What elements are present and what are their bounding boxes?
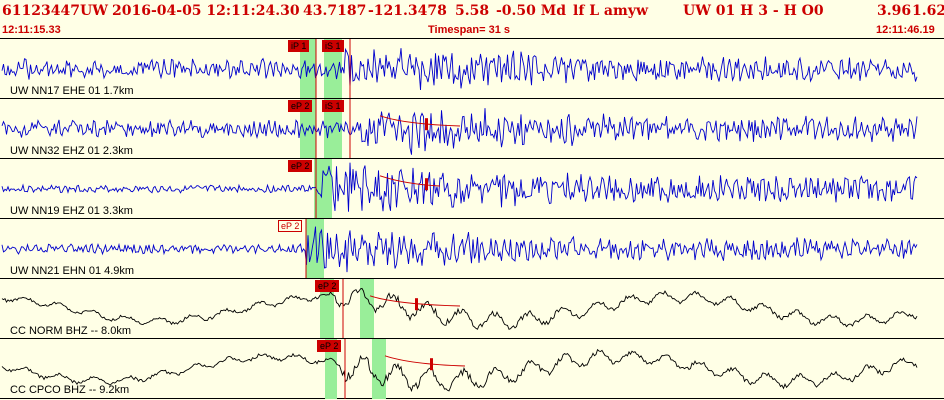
coda-marker (425, 178, 428, 191)
seismogram-trace (1, 348, 918, 393)
end-time: 12:11:46.19 (876, 24, 935, 36)
waveform-plot (1, 39, 918, 99)
coda-decay-curve (379, 115, 461, 127)
phase-pick-flag[interactable]: iP 1 (288, 40, 310, 52)
waveform-panel[interactable]: eP 2 UW NN21 EHN 01 4.9km (0, 218, 944, 279)
phase-window (372, 339, 386, 399)
event-id: 61123447 (2, 3, 80, 19)
event-magnitude: -0.50 Md (496, 3, 567, 19)
waveform-panel[interactable]: eP 2 CC CPCO BHZ -- 9.2km (0, 338, 944, 399)
coda-decay-curve (379, 175, 441, 187)
waveform-panel[interactable]: eP 2 iS 1 UW NN32 EHZ 01 2.3km (0, 98, 944, 159)
station-label: CC NORM BHZ -- 8.0km (10, 325, 131, 337)
phase-pick-flag[interactable]: eP 2 (288, 160, 313, 172)
event-quality: UW 01 H 3 - H O0 (683, 3, 824, 19)
coda-decay-curve (369, 295, 461, 307)
event-latitude: 43.7187 (303, 3, 367, 19)
waveform-panel[interactable]: eP 2 UW NN19 EHZ 01 3.3km (0, 158, 944, 219)
phase-pick-flag[interactable]: iS 1 (322, 100, 344, 112)
waveform-panel[interactable]: iP 1 iS 1 UW NN17 EHE 01 1.7km (0, 38, 944, 99)
seismogram-trace (1, 287, 918, 330)
phase-window (320, 279, 334, 339)
event-depth: 5.58 (455, 3, 490, 19)
coda-marker (430, 358, 433, 371)
station-label: CC CPCO BHZ -- 9.2km (10, 384, 130, 396)
event-longitude: -121.3478 (368, 3, 447, 19)
event-gap: 1.62 (912, 3, 944, 19)
waveform-plot (1, 219, 918, 279)
event-flags: lf L amyw (573, 3, 649, 19)
phase-window (360, 279, 374, 339)
station-label: UW NN32 EHZ 01 2.3km (10, 145, 133, 157)
start-time: 12:11:15.33 (2, 24, 61, 36)
coda-decay-curve (384, 355, 466, 367)
waveform-plot (1, 99, 918, 159)
waveform-panels: iP 1 iS 1 UW NN17 EHE 01 1.7km eP 2 iS 1 UW N… (0, 38, 944, 400)
event-rms: 3.96 (877, 3, 912, 19)
phase-pick-flag[interactable]: eP 2 (317, 340, 342, 352)
event-network: UW (80, 3, 108, 19)
seismogram-trace (1, 47, 918, 91)
phase-window (300, 99, 316, 159)
seismogram-trace (1, 162, 918, 212)
station-label: UW NN21 EHN 01 4.9km (10, 265, 135, 277)
phase-pick-flag[interactable]: eP 2 (278, 220, 303, 232)
phase-window (325, 339, 337, 399)
seismogram-trace (1, 108, 918, 155)
coda-marker (415, 298, 418, 311)
timespan: Timespan= 31 s (428, 24, 511, 36)
phase-pick-flag[interactable]: iS 1 (322, 40, 344, 52)
event-datetime: 2016-04-05 12:11:24.30 (112, 3, 300, 19)
waveform-plot (1, 159, 918, 219)
station-label: UW NN19 EHZ 01 3.3km (10, 205, 133, 217)
seismogram-trace (1, 226, 918, 273)
waveform-panel[interactable]: eP 2 CC NORM BHZ -- 8.0km (0, 278, 944, 339)
waveform-plot (1, 339, 918, 399)
event-header: 61123447 UW 2016-04-05 12:11:24.30 43.71… (0, 0, 944, 22)
phase-window (324, 39, 342, 99)
phase-pick-flag[interactable]: eP 2 (315, 280, 340, 292)
time-axis-header: 12:11:15.33 Timespan= 31 s 12:11:46.19 (0, 24, 944, 38)
coda-marker (425, 118, 428, 131)
phase-pick-flag[interactable]: eP 2 (288, 100, 313, 112)
waveform-plot (1, 279, 918, 339)
station-label: UW NN17 EHE 01 1.7km (10, 85, 134, 97)
